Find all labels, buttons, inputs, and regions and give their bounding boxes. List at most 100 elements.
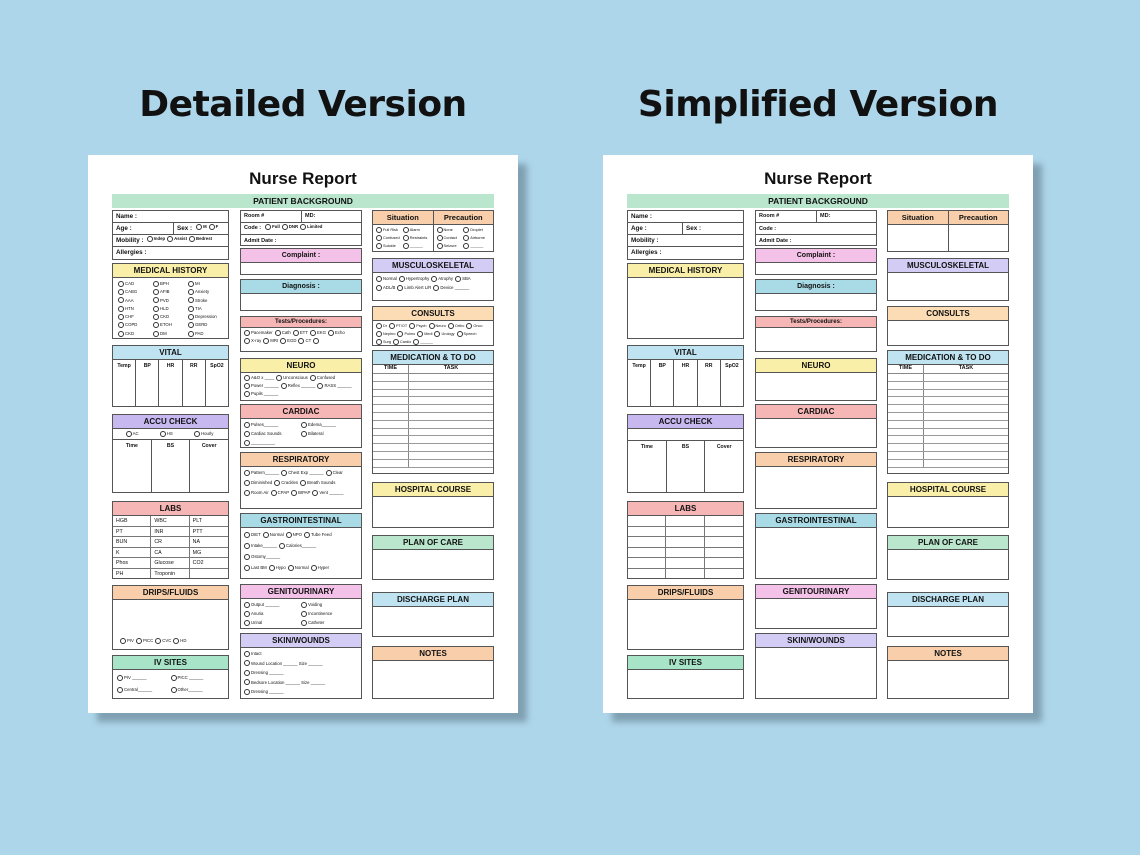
option-checkbox[interactable]: HD: [173, 637, 186, 645]
option-checkbox[interactable]: Stroke: [188, 297, 221, 305]
task-line[interactable]: [888, 389, 1008, 398]
option-checkbox[interactable]: ETOH: [153, 321, 186, 329]
option-checkbox[interactable]: Bilateral: [301, 429, 356, 438]
option-checkbox[interactable]: CKD: [118, 330, 151, 338]
option-checkbox[interactable]: Depression: [188, 313, 221, 321]
option-checkbox[interactable]: Limb Alert L/R: [397, 283, 431, 292]
lab-cell[interactable]: Troponin: [151, 568, 190, 578]
lab-cell[interactable]: [628, 516, 667, 527]
task-line[interactable]: [373, 451, 493, 460]
lab-cell[interactable]: BUN: [113, 537, 152, 548]
option-checkbox[interactable]: Anuria: [244, 609, 299, 618]
option-checkbox[interactable]: MRI: [263, 337, 278, 345]
option-checkbox[interactable]: Calories______: [279, 540, 316, 551]
tests-options[interactable]: Pacemaker Cath ETT EKG Echo X-ray MRI EGD CT: [241, 328, 361, 346]
option-checkbox[interactable]: CABG: [118, 288, 151, 296]
consults-options[interactable]: Dr PT/OT Psych Neuro Ortho Onco Nephro Pulmo Med…: [373, 321, 493, 345]
lab-cell[interactable]: [666, 568, 705, 578]
option-checkbox[interactable]: A&O x ____: [244, 374, 274, 382]
labs-grid[interactable]: HGB WBC PLT PT INR PTT BUN CR NA K CA MG Phos Glucose…: [113, 516, 228, 578]
lab-cell[interactable]: CO2: [189, 558, 228, 569]
task-line[interactable]: [888, 436, 1008, 445]
drips-options[interactable]: PIV PICC CVC HD: [117, 636, 192, 646]
lab-cell[interactable]: HGB: [113, 516, 152, 527]
option-checkbox[interactable]: Catheter: [301, 618, 356, 627]
option-checkbox[interactable]: Nephro: [376, 330, 395, 338]
option-checkbox[interactable]: Indep: [147, 235, 165, 243]
lab-cell[interactable]: [666, 537, 705, 548]
option-checkbox[interactable]: BIPAP: [291, 488, 310, 498]
option-checkbox[interactable]: DIET: [244, 529, 261, 540]
task-line[interactable]: [373, 420, 493, 429]
option-checkbox[interactable]: Hypo: [269, 562, 286, 573]
option-checkbox[interactable]: Room Air: [244, 488, 269, 498]
option-checkbox[interactable]: Limited: [300, 223, 322, 231]
age-sex-field[interactable]: Age : Sex :: [628, 223, 743, 235]
task-line[interactable]: [373, 436, 493, 445]
msk-options[interactable]: Normal Hypertrophy Atrophy SBA ADL/B Limb Ale…: [373, 273, 493, 293]
option-checkbox[interactable]: ______: [463, 242, 488, 250]
lab-cell[interactable]: [628, 526, 667, 537]
option-checkbox[interactable]: PICC ______: [171, 672, 223, 684]
task-line[interactable]: [888, 420, 1008, 429]
option-checkbox[interactable]: AC: [126, 430, 139, 438]
lab-cell[interactable]: [628, 537, 667, 548]
option-checkbox[interactable]: Reflex ______: [281, 382, 316, 390]
option-checkbox[interactable]: CVC: [155, 637, 171, 645]
option-checkbox[interactable]: Psych: [409, 322, 426, 330]
option-checkbox[interactable]: Last BM: [244, 562, 267, 573]
name-field[interactable]: Name :: [113, 211, 228, 223]
option-checkbox[interactable]: Central______: [117, 684, 169, 696]
precaution-options[interactable]: None Droplet Contact Airborne Seizure ______: [434, 225, 494, 251]
option-checkbox[interactable]: Anxiety: [188, 288, 221, 296]
lab-cell[interactable]: [666, 558, 705, 569]
option-checkbox[interactable]: Output ______: [244, 600, 299, 609]
option-checkbox[interactable]: Dressing ______: [244, 687, 284, 697]
task-line[interactable]: [373, 405, 493, 413]
lab-cell[interactable]: [704, 537, 743, 548]
option-checkbox[interactable]: Suicide: [376, 242, 401, 250]
option-checkbox[interactable]: Urology: [434, 330, 454, 338]
option-checkbox[interactable]: BPH: [153, 280, 186, 288]
option-checkbox[interactable]: AFIB: [153, 288, 186, 296]
option-checkbox[interactable]: Normal: [376, 274, 397, 283]
admit-date-field[interactable]: Admit Date :: [244, 238, 277, 244]
situation-options[interactable]: Full Risk Alarm Confused Restraints Suicide _…: [373, 225, 434, 251]
option-checkbox[interactable]: Contact: [437, 234, 462, 242]
name-field[interactable]: Name :: [628, 211, 743, 223]
lab-cell[interactable]: [704, 548, 743, 558]
code-field[interactable]: Code : Full DNR Limited: [241, 223, 361, 235]
option-checkbox[interactable]: Pattern______: [244, 468, 279, 478]
option-checkbox[interactable]: CKD: [153, 313, 186, 321]
option-checkbox[interactable]: ADL/B: [376, 283, 395, 292]
option-checkbox[interactable]: DNR: [282, 223, 298, 231]
option-checkbox[interactable]: Pulses______: [244, 420, 299, 429]
option-checkbox[interactable]: HTN: [118, 305, 151, 313]
task-line[interactable]: [888, 397, 1008, 406]
option-checkbox[interactable]: Wound Location ______ Size ______: [244, 659, 323, 669]
accu-check-columns[interactable]: Time BS Cover: [113, 440, 228, 492]
option-checkbox[interactable]: Tube Feed: [304, 529, 332, 540]
option-checkbox[interactable]: Confused: [376, 234, 401, 242]
option-checkbox[interactable]: PAD: [188, 330, 221, 338]
option-checkbox[interactable]: Droplet: [463, 226, 488, 234]
lab-cell[interactable]: CA: [151, 547, 190, 558]
option-checkbox[interactable]: PICC: [136, 637, 153, 645]
option-checkbox[interactable]: AAA: [118, 297, 151, 305]
option-checkbox[interactable]: Urinal: [244, 618, 299, 627]
lab-cell[interactable]: [666, 547, 705, 558]
lab-cell[interactable]: [704, 516, 743, 527]
gu-options[interactable]: Output ______ Voiding Anuria Incontinence Ur…: [241, 599, 361, 628]
option-checkbox[interactable]: Other______: [171, 684, 223, 696]
option-checkbox[interactable]: Cardiac Sounds: [244, 429, 299, 438]
option-checkbox[interactable]: Clear: [326, 468, 343, 478]
accu-check-columns[interactable]: Time BS Cover: [628, 440, 743, 492]
option-checkbox[interactable]: Intact: [244, 649, 262, 659]
option-checkbox[interactable]: SBA: [455, 274, 471, 283]
option-checkbox[interactable]: Device ______: [433, 283, 469, 292]
lab-cell[interactable]: [628, 558, 667, 569]
option-checkbox[interactable]: NPO: [286, 529, 302, 540]
option-checkbox[interactable]: Incontinence: [301, 609, 356, 618]
task-line[interactable]: [888, 405, 1008, 413]
code-field[interactable]: Code :: [756, 223, 876, 235]
